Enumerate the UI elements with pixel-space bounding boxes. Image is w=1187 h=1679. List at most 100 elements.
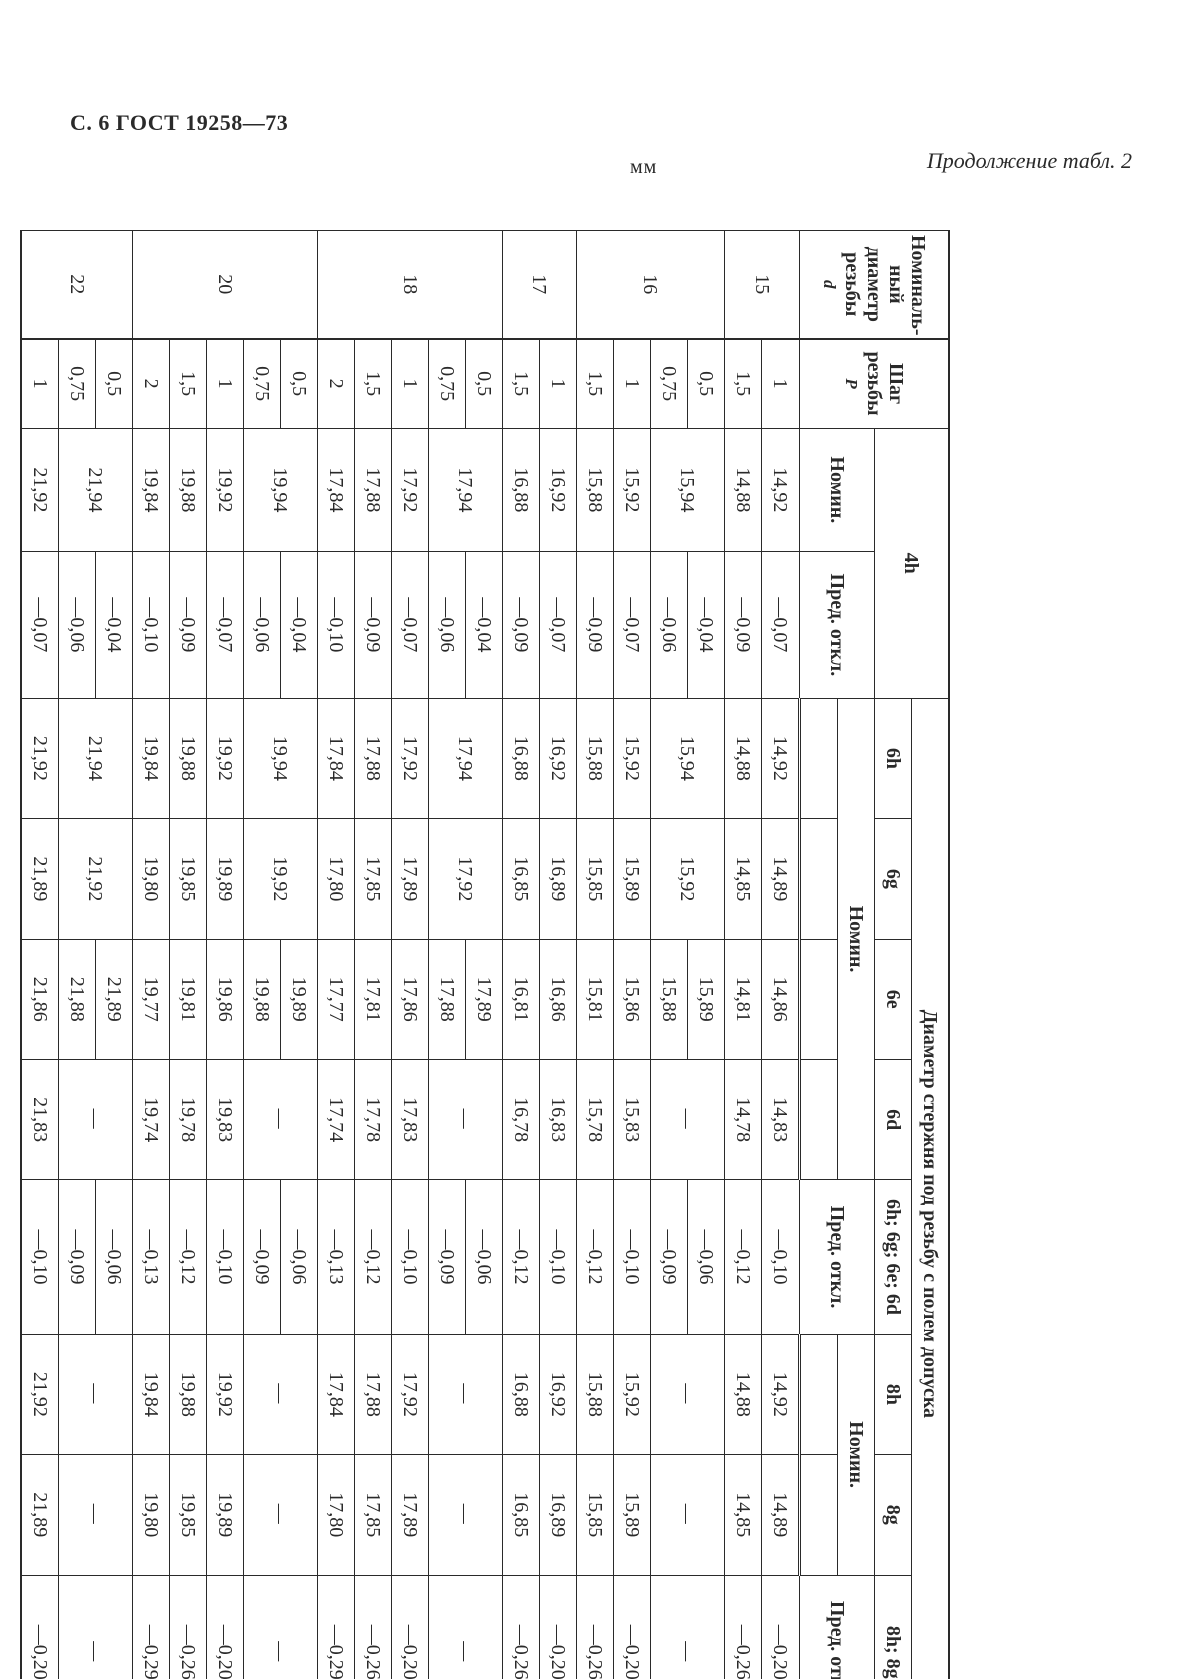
table-cell: 15,88 [651,939,688,1059]
table-cell: —0,13 [318,1180,355,1334]
lab-6d-sub [800,1059,838,1179]
unit-label: мм [630,156,657,179]
table-cell: 17,89 [392,1455,429,1575]
table-cell: 17,94 [429,698,503,818]
table-cell: 14,88 [725,428,762,551]
table-cell: —0,07 [540,552,577,699]
table-row: 160,515,94—0,0415,9415,9215,89——0,06——— [688,231,725,1679]
table-cell: 21,92 [21,428,59,551]
table-cell: 19,78 [170,1059,207,1179]
table-cell: 14,86 [762,939,800,1059]
table-cell: 16,88 [503,698,540,818]
table-cell: 21,89 [21,819,59,939]
page: С. 6 ГОСТ 19258—73 Продолжение табл. 2 м… [0,0,1187,1679]
table-cell: 19,83 [207,1059,244,1179]
table-cell: —0,20 [614,1575,651,1679]
table-cell: 21,92 [21,698,59,818]
table-cell: 14,85 [725,819,762,939]
table-cell: 1,5 [725,339,762,429]
table-cell: 15,94 [651,428,725,551]
table-cell: 20 [133,231,318,339]
lab-6h-sub [800,698,838,818]
table-cell: — [244,1575,318,1679]
lab-8-dev: Пред. откл. [800,1575,875,1679]
table-cell: 17,84 [318,698,355,818]
table-cell: —0,07 [392,552,429,699]
table-cell: 0,75 [651,339,688,429]
col-d-symbol: d [820,280,839,289]
col-d-line4: резьбы [841,252,863,316]
table-cell: 19,89 [207,819,244,939]
table-cell: 14,78 [725,1059,762,1179]
table-cell: —0,06 [244,552,281,699]
table-cell: 17,84 [318,1334,355,1454]
table-cell: 17,88 [355,698,392,818]
table-cell: — [429,1059,503,1179]
table-cell: 19,92 [244,819,318,939]
table-cell: 0,5 [466,339,503,429]
page-header: С. 6 ГОСТ 19258—73 [70,110,288,136]
table-cell: —0,26 [355,1575,392,1679]
table-cell: — [651,1334,725,1454]
table-cell: —0,12 [355,1180,392,1334]
table-cell: —0,04 [466,552,503,699]
table-cell: —0,10 [540,1180,577,1334]
table-cell: 16,89 [540,1455,577,1575]
table-cell: 16 [577,231,725,339]
table-cell: 17,78 [355,1059,392,1179]
table-cell: —0,07 [762,552,800,699]
table-cell: 15,78 [577,1059,614,1179]
table-cell: 19,84 [133,698,170,818]
table-cell: 19,88 [170,1334,207,1454]
table-cell: —0,09 [244,1180,281,1334]
grp-6h-header: 6h [875,698,912,818]
table-cell: 15,86 [614,939,651,1059]
table-cell: —0,10 [762,1180,800,1334]
table-cell: 16,92 [540,1334,577,1454]
table-cell: 15,88 [577,698,614,818]
table-cell: —0,10 [318,552,355,699]
table-cell: 16,85 [503,1455,540,1575]
table-cell: 17,88 [355,1334,392,1454]
grp-8g-header: 8g [875,1455,912,1575]
table-row: 1,514,88—0,0914,8814,8514,8114,78—0,1214… [725,231,762,1679]
grp-6g-header: 6g [875,819,912,939]
table-cell: —0,06 [59,552,96,699]
table-cell: 14,89 [762,819,800,939]
grp-6e-header: 6e [875,939,912,1059]
table-cell: —0,12 [503,1180,540,1334]
table-cell: 21,94 [59,698,133,818]
table-cell: 22 [21,231,133,339]
lab-6g-sub [800,819,838,939]
grp-4h-header: 4h [875,428,950,698]
table-cell: 14,92 [762,1334,800,1454]
table-cell: —0,29 [133,1575,170,1679]
table-cell: 15,89 [614,819,651,939]
table-cell: 15,94 [651,698,725,818]
table-row: 220,521,94—0,0421,9421,9221,89——0,06——— [96,231,133,1679]
col-p-symbol: P [842,378,861,388]
table-cell: 21,83 [21,1059,59,1179]
table-cell: — [651,1575,725,1679]
table-cell: 19,85 [170,1455,207,1575]
table-cell: 17,92 [392,1334,429,1454]
grp-6d-header: 6d [875,1059,912,1179]
table-cell: 19,92 [207,1334,244,1454]
table-cell: 16,88 [503,428,540,551]
lab-6-dev: Пред. откл. [800,1180,875,1334]
lab-8-nomin: Номин. [838,1334,875,1575]
table-cell: 1 [21,339,59,429]
table-cell: —0,10 [133,552,170,699]
table-cell: 1,5 [170,339,207,429]
table-cell: — [244,1455,318,1575]
lab-6e-sub [800,939,838,1059]
table-cell: —0,06 [466,1180,503,1334]
table-cell: 17,92 [392,698,429,818]
table-cell: —0,20 [392,1575,429,1679]
table-row: 1,516,88—0,0916,8816,8516,8116,78—0,1216… [503,231,540,1679]
table-cell: —0,20 [207,1575,244,1679]
table-row: 117,92—0,0717,9217,8917,8617,83—0,1017,9… [392,231,429,1679]
table-cell: 1 [540,339,577,429]
table-cell: 19,94 [244,698,318,818]
table-cell: 0,5 [281,339,318,429]
